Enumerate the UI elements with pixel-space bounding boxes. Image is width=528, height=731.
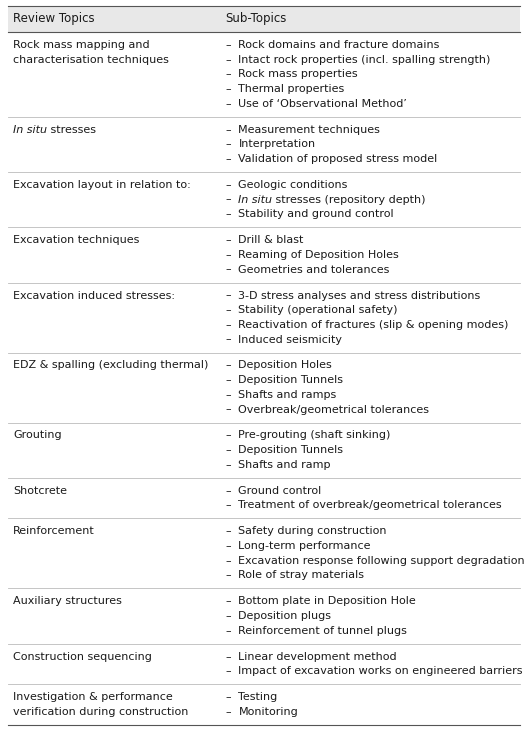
Text: stresses: stresses — [47, 124, 96, 135]
Text: In situ: In situ — [13, 124, 47, 135]
Text: Drill & blast: Drill & blast — [239, 235, 304, 245]
Text: Construction sequencing: Construction sequencing — [13, 652, 152, 662]
Text: –: – — [225, 209, 231, 219]
Text: Excavation response following support degradation: Excavation response following support de… — [239, 556, 525, 566]
Text: Linear development method: Linear development method — [239, 652, 397, 662]
Text: Geometries and tolerances: Geometries and tolerances — [239, 265, 390, 275]
Text: –: – — [225, 667, 231, 676]
Text: Reinforcement of tunnel plugs: Reinforcement of tunnel plugs — [239, 626, 408, 636]
Text: Interpretation: Interpretation — [239, 140, 316, 149]
Text: Thermal properties: Thermal properties — [239, 84, 345, 94]
Text: –: – — [225, 707, 231, 717]
Text: Stability and ground control: Stability and ground control — [239, 209, 394, 219]
Text: –: – — [225, 124, 231, 135]
Text: Deposition Holes: Deposition Holes — [239, 360, 332, 371]
Text: –: – — [225, 556, 231, 566]
Text: –: – — [225, 486, 231, 496]
Text: Auxiliary structures: Auxiliary structures — [13, 596, 122, 607]
Text: Safety during construction: Safety during construction — [239, 526, 387, 537]
Text: Role of stray materials: Role of stray materials — [239, 570, 364, 580]
Text: Sub-Topics: Sub-Topics — [225, 12, 287, 26]
Text: Excavation induced stresses:: Excavation induced stresses: — [13, 290, 175, 300]
Text: –: – — [225, 445, 231, 455]
Text: –: – — [225, 154, 231, 164]
Text: Deposition Tunnels: Deposition Tunnels — [239, 445, 344, 455]
Text: –: – — [225, 140, 231, 149]
Text: Excavation layout in relation to:: Excavation layout in relation to: — [13, 180, 191, 190]
Text: Validation of proposed stress model: Validation of proposed stress model — [239, 154, 438, 164]
Text: Shafts and ramp: Shafts and ramp — [239, 460, 331, 470]
Text: –: – — [225, 305, 231, 315]
Text: –: – — [225, 69, 231, 79]
Text: –: – — [225, 320, 231, 330]
Text: Measurement techniques: Measurement techniques — [239, 124, 380, 135]
Text: Review Topics: Review Topics — [13, 12, 95, 26]
Text: –: – — [225, 55, 231, 64]
Text: –: – — [225, 250, 231, 260]
Text: Pre-grouting (shaft sinking): Pre-grouting (shaft sinking) — [239, 431, 391, 441]
Text: stresses (repository depth): stresses (repository depth) — [272, 194, 426, 205]
Text: 3-D stress analyses and stress distributions: 3-D stress analyses and stress distribut… — [239, 290, 480, 300]
Text: –: – — [225, 460, 231, 470]
Text: –: – — [225, 99, 231, 109]
Text: Induced seismicity: Induced seismicity — [239, 335, 343, 344]
Text: Testing: Testing — [239, 692, 278, 702]
Text: –: – — [225, 40, 231, 50]
Text: Rock mass properties: Rock mass properties — [239, 69, 358, 79]
Text: verification during construction: verification during construction — [13, 707, 188, 717]
Text: –: – — [225, 541, 231, 551]
Text: –: – — [225, 626, 231, 636]
Text: –: – — [225, 692, 231, 702]
Text: –: – — [225, 84, 231, 94]
Text: Grouting: Grouting — [13, 431, 62, 441]
Text: EDZ & spalling (excluding thermal): EDZ & spalling (excluding thermal) — [13, 360, 209, 371]
Text: –: – — [225, 360, 231, 371]
Text: Treatment of overbreak/geometrical tolerances: Treatment of overbreak/geometrical toler… — [239, 501, 502, 510]
Text: Investigation & performance: Investigation & performance — [13, 692, 173, 702]
Text: Intact rock properties (incl. spalling strength): Intact rock properties (incl. spalling s… — [239, 55, 491, 64]
Text: Deposition plugs: Deposition plugs — [239, 611, 332, 621]
Text: –: – — [225, 596, 231, 607]
Text: –: – — [225, 375, 231, 385]
Text: –: – — [225, 390, 231, 400]
Text: –: – — [225, 611, 231, 621]
Text: Rock domains and fracture domains: Rock domains and fracture domains — [239, 40, 440, 50]
Text: –: – — [225, 335, 231, 344]
Text: Shotcrete: Shotcrete — [13, 486, 67, 496]
Text: Reaming of Deposition Holes: Reaming of Deposition Holes — [239, 250, 399, 260]
Text: –: – — [225, 265, 231, 275]
Text: Shafts and ramps: Shafts and ramps — [239, 390, 337, 400]
Text: Reinforcement: Reinforcement — [13, 526, 95, 537]
Text: –: – — [225, 404, 231, 414]
Text: –: – — [225, 431, 231, 441]
Text: Deposition Tunnels: Deposition Tunnels — [239, 375, 344, 385]
Text: Rock mass mapping and: Rock mass mapping and — [13, 40, 149, 50]
Text: Ground control: Ground control — [239, 486, 322, 496]
Text: –: – — [225, 652, 231, 662]
Text: –: – — [225, 235, 231, 245]
Bar — [8, 6, 520, 32]
Text: Long-term performance: Long-term performance — [239, 541, 371, 551]
Text: –: – — [225, 180, 231, 190]
Text: –: – — [225, 194, 231, 205]
Text: –: – — [225, 526, 231, 537]
Text: Monitoring: Monitoring — [239, 707, 298, 717]
Text: –: – — [225, 290, 231, 300]
Text: –: – — [225, 501, 231, 510]
Text: Stability (operational safety): Stability (operational safety) — [239, 305, 398, 315]
Text: Overbreak/geometrical tolerances: Overbreak/geometrical tolerances — [239, 404, 429, 414]
Text: Geologic conditions: Geologic conditions — [239, 180, 348, 190]
Text: Excavation techniques: Excavation techniques — [13, 235, 139, 245]
Text: Bottom plate in Deposition Hole: Bottom plate in Deposition Hole — [239, 596, 416, 607]
Text: characterisation techniques: characterisation techniques — [13, 55, 169, 64]
Text: Reactivation of fractures (slip & opening modes): Reactivation of fractures (slip & openin… — [239, 320, 509, 330]
Text: –: – — [225, 570, 231, 580]
Text: In situ: In situ — [239, 194, 272, 205]
Text: Impact of excavation works on engineered barriers: Impact of excavation works on engineered… — [239, 667, 523, 676]
Text: Use of ‘Observational Method’: Use of ‘Observational Method’ — [239, 99, 408, 109]
